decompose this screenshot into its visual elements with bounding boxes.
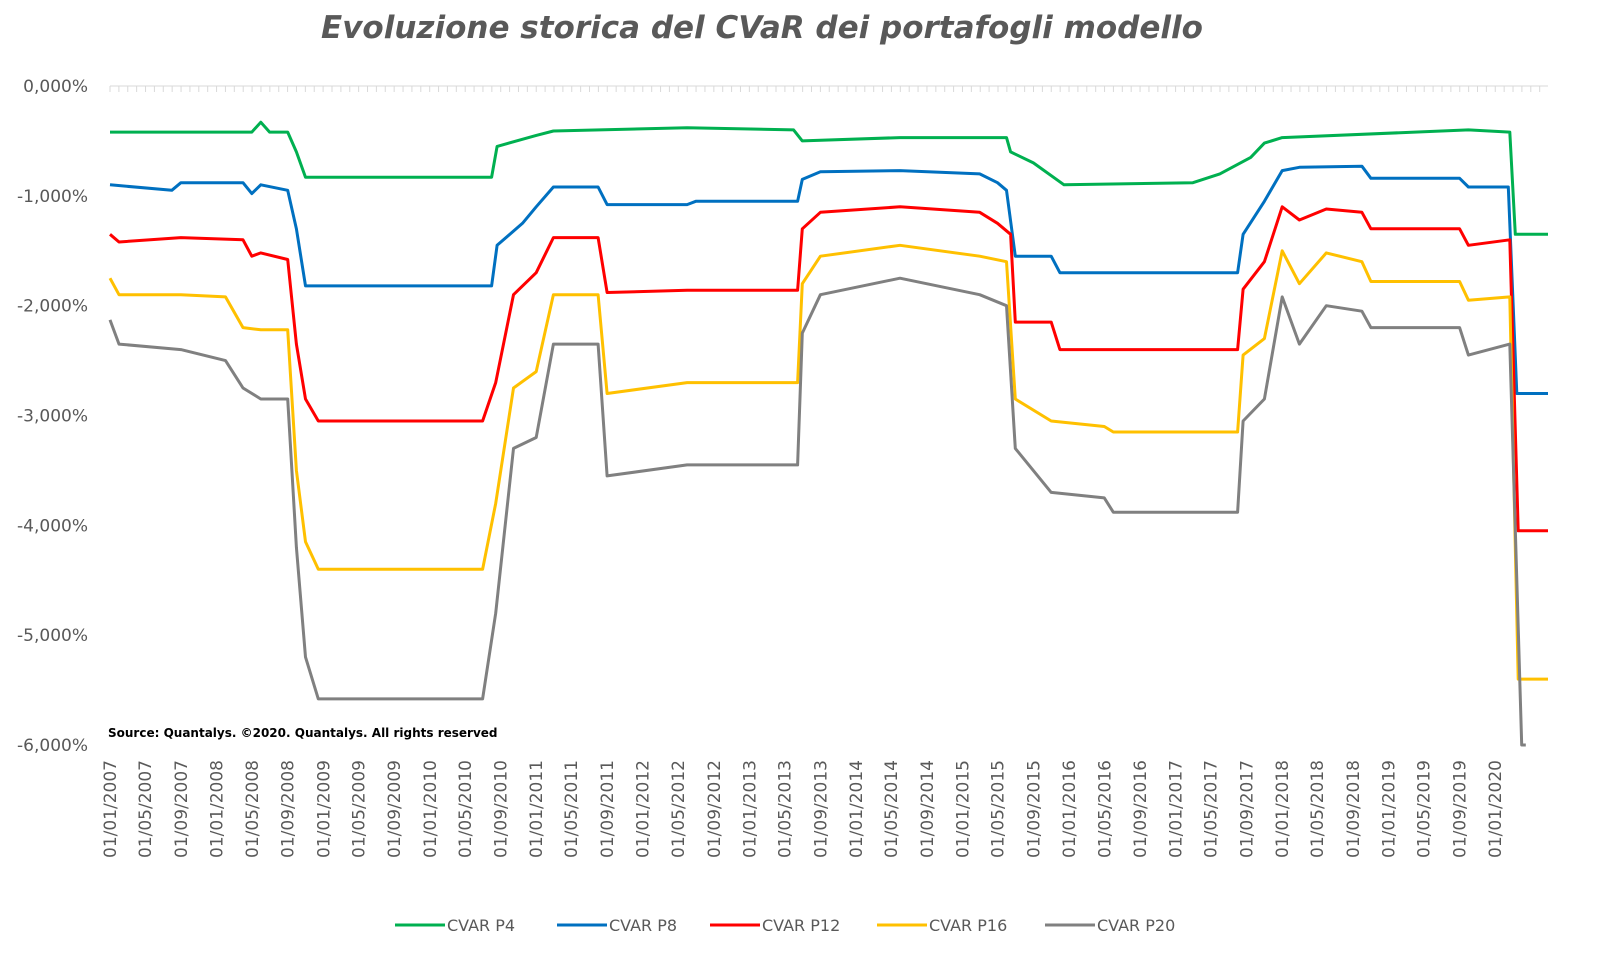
legend-label: CVAR P16 <box>929 916 1007 935</box>
x-tick-label: 01/01/2019 <box>1380 760 1400 858</box>
y-tick-label: -3,000% <box>17 407 88 427</box>
source-note: Source: Quantalys. ©2020. Quantalys. All… <box>108 726 498 740</box>
x-tick-label: 01/01/2014 <box>847 760 867 858</box>
x-tick-label: 01/05/2014 <box>882 760 902 858</box>
x-tick-label: 01/09/2019 <box>1451 760 1471 858</box>
x-tick-label: 01/05/2007 <box>136 760 156 858</box>
x-tick-label: 01/09/2015 <box>1024 760 1044 858</box>
legend: CVAR P4 CVAR P8 CVAR P12 CVAR P16 CVAR P20 <box>395 916 1175 935</box>
x-tick-label: 01/05/2012 <box>669 760 689 858</box>
x-tick-label: 01/05/2016 <box>1095 760 1115 858</box>
legend-label: CVAR P4 <box>447 916 515 935</box>
x-tick-label: 01/01/2016 <box>1060 760 1080 858</box>
x-tick-label: 01/09/2010 <box>492 760 512 858</box>
x-tick-label: 01/05/2009 <box>349 760 369 858</box>
x-tick-label: 01/05/2018 <box>1308 760 1328 858</box>
x-tick-label: 01/09/2017 <box>1238 760 1258 858</box>
x-tick-label: 01/05/2017 <box>1202 760 1222 858</box>
x-tick-label: 01/01/2011 <box>527 760 547 858</box>
x-tick-label: 01/09/2014 <box>918 760 938 858</box>
x-tick-label: 01/01/2008 <box>207 760 227 858</box>
legend-label: CVAR P8 <box>609 916 677 935</box>
x-tick-label: 01/09/2009 <box>385 760 405 858</box>
y-axis: 0,000% -1,000% -2,000% -3,000% -4,000% -5,000… <box>17 77 88 756</box>
x-tick-label: 01/01/2017 <box>1167 760 1187 858</box>
x-tick-label: 01/01/2012 <box>634 760 654 858</box>
series-lines <box>108 120 1548 747</box>
x-tick-label: 01/05/2010 <box>456 760 476 858</box>
y-tick-label: -6,000% <box>17 736 88 756</box>
y-tick-label: -1,000% <box>17 187 88 207</box>
x-tick-label: 01/09/2008 <box>279 760 299 858</box>
chart-title: Evoluzione storica del CVaR dei portafog… <box>321 10 1203 46</box>
x-tick-label: 01/01/2009 <box>314 760 334 858</box>
y-tick-label: 0,000% <box>23 77 88 97</box>
x-tick-label: 01/05/2011 <box>562 760 582 858</box>
x-tick-label: 01/09/2013 <box>811 760 831 858</box>
x-tick-label: 01/05/2008 <box>243 760 263 858</box>
x-tick-label: 01/09/2007 <box>172 760 192 858</box>
series-line-cvar-p8 <box>109 164 1548 395</box>
x-tick-label: 01/01/2018 <box>1273 760 1293 858</box>
legend-label: CVAR P12 <box>762 916 840 935</box>
x-tick-label: 01/01/2007 <box>101 760 121 858</box>
y-tick-label: -2,000% <box>17 297 88 317</box>
x-tick-label: 01/09/2012 <box>705 760 725 858</box>
x-tick-label: 01/09/2018 <box>1344 760 1364 858</box>
series-line-cvar-p4 <box>110 120 1548 236</box>
series-line-cvar-p12 <box>109 205 1548 533</box>
x-tick-label: 01/09/2011 <box>598 760 618 858</box>
series-line-cvar-p16 <box>108 243 1548 681</box>
x-tick-label: 01/05/2013 <box>776 760 796 858</box>
x-tick-label: 01/01/2020 <box>1486 760 1506 858</box>
y-tick-label: -5,000% <box>17 626 88 646</box>
x-tick-label: 01/05/2015 <box>988 760 1008 858</box>
x-tick-label: 01/01/2013 <box>741 760 761 858</box>
x-tick-label: 01/09/2016 <box>1131 760 1151 858</box>
x-tick-label: 01/01/2010 <box>421 760 441 858</box>
legend-label: CVAR P20 <box>1097 916 1175 935</box>
y-tick-label: -4,000% <box>17 516 88 536</box>
x-axis: 01/01/2007 01/05/2007 01/09/2007 01/01/2008… <box>101 85 1548 858</box>
x-tick-label: 01/01/2015 <box>953 760 973 858</box>
series-line-cvar-p20 <box>108 276 1526 747</box>
x-tick-label: 01/05/2019 <box>1415 760 1435 858</box>
